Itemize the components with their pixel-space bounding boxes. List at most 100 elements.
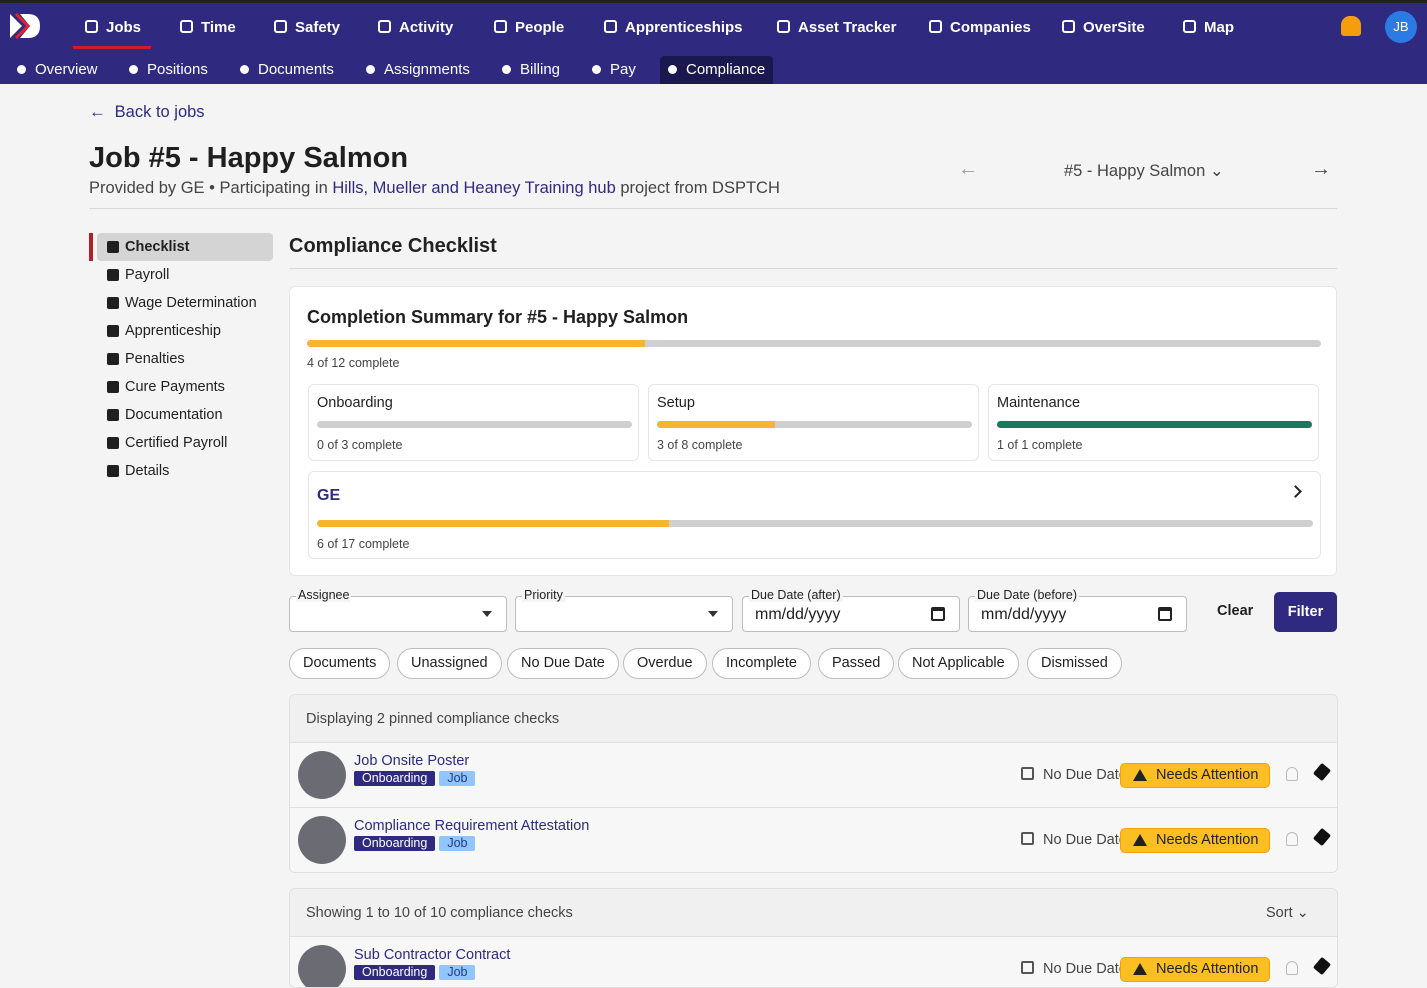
subnav-item[interactable]: Positions bbox=[121, 56, 216, 84]
nav-item[interactable]: Jobs bbox=[85, 19, 141, 36]
filter-chip[interactable]: Documents bbox=[289, 648, 391, 679]
pin-button[interactable] bbox=[1312, 827, 1332, 847]
due-before-input[interactable]: Due Date (before) mm/dd/yyyy bbox=[968, 588, 1187, 632]
nav-label[interactable]: Jobs bbox=[106, 19, 142, 36]
nav-label[interactable]: Apprenticeships bbox=[625, 19, 743, 36]
nav-label[interactable]: Safety bbox=[295, 19, 341, 36]
sidebar-item[interactable]: Certified Payroll bbox=[97, 429, 273, 457]
filter-chip[interactable]: No Due Date bbox=[507, 648, 619, 679]
nav-label[interactable]: Activity bbox=[399, 19, 454, 36]
sidebar-item[interactable]: Cure Payments bbox=[97, 373, 273, 401]
sidebar-item[interactable]: Wage Determination bbox=[97, 289, 273, 317]
filter-chip[interactable]: Incomplete bbox=[712, 648, 811, 679]
nav-item[interactable]: Apprenticeships bbox=[604, 19, 743, 36]
subnav-label[interactable]: Pay bbox=[610, 61, 636, 78]
notification-bell[interactable] bbox=[1341, 16, 1361, 36]
filter-chip[interactable]: Not Applicable bbox=[898, 648, 1019, 679]
subnav-item[interactable]: Billing bbox=[494, 56, 568, 84]
back-link[interactable]: ← Back to jobs bbox=[89, 103, 205, 121]
bell-button[interactable] bbox=[1286, 961, 1298, 975]
sidebar-label[interactable]: Cure Payments bbox=[125, 379, 225, 395]
subnav-item[interactable]: Compliance bbox=[660, 56, 774, 84]
company-card[interactable]: GE 6 of 17 complete bbox=[308, 471, 1321, 559]
progress-bar bbox=[317, 520, 1313, 527]
subnav-label[interactable]: Overview bbox=[35, 61, 98, 78]
prev-job[interactable]: ← bbox=[958, 158, 978, 180]
sidebar-label[interactable]: Checklist bbox=[125, 239, 190, 255]
subnav-item[interactable]: Assignments bbox=[358, 56, 478, 84]
filter-chip[interactable]: Passed bbox=[818, 648, 895, 679]
row-title[interactable]: Job Onsite Poster bbox=[354, 753, 470, 769]
nav-icon bbox=[1183, 20, 1196, 33]
sidebar-label[interactable]: Penalties bbox=[125, 351, 185, 367]
sort-label[interactable]: Sort bbox=[1266, 905, 1293, 921]
due-after-input[interactable]: Due Date (after) mm/dd/yyyy bbox=[742, 588, 960, 632]
sidebar-item[interactable]: Checklist bbox=[97, 233, 273, 261]
job-switcher[interactable]: #5 - Happy Salmon ⌄ bbox=[1064, 162, 1224, 180]
sidebar-label[interactable]: Payroll bbox=[125, 267, 170, 283]
warning-icon bbox=[1133, 834, 1147, 846]
nav-label[interactable]: Time bbox=[201, 19, 236, 36]
project-link[interactable]: Hills, Mueller and Heaney Training hub bbox=[332, 179, 616, 197]
subnav-label[interactable]: Billing bbox=[520, 61, 561, 78]
nav-item[interactable]: People bbox=[494, 19, 564, 36]
subnav-item[interactable]: Overview bbox=[9, 56, 106, 84]
sidebar-item[interactable]: Documentation bbox=[97, 401, 273, 429]
subnav-label[interactable]: Assignments bbox=[384, 61, 470, 78]
assignee-select[interactable]: Assignee bbox=[289, 588, 507, 632]
section-title: Compliance Checklist bbox=[289, 235, 497, 257]
nav-item[interactable]: Activity bbox=[378, 19, 453, 36]
caret bbox=[708, 611, 718, 617]
subnav-label[interactable]: Documents bbox=[258, 61, 334, 78]
nav-label[interactable]: People bbox=[515, 19, 565, 36]
subnav-item[interactable]: Documents bbox=[232, 56, 342, 84]
sidebar-label[interactable]: Details bbox=[125, 463, 170, 479]
check-row[interactable]: Job Onsite Poster Onboarding Job No Due Dat… bbox=[290, 743, 1337, 808]
sidebar-item[interactable]: Penalties bbox=[97, 345, 273, 373]
subnav-label[interactable]: Positions bbox=[147, 61, 208, 78]
sidebar-item[interactable]: Payroll bbox=[97, 261, 273, 289]
bell-button[interactable] bbox=[1286, 767, 1298, 781]
pin-button[interactable] bbox=[1312, 956, 1332, 976]
row-title[interactable]: Compliance Requirement Attestation bbox=[354, 818, 590, 834]
next-job[interactable]: → bbox=[1311, 158, 1331, 180]
sort-button[interactable]: Sort ⌄ bbox=[1266, 905, 1309, 921]
check-row[interactable]: Sub Contractor Contract Onboarding Job No D… bbox=[290, 937, 1337, 987]
sidebar-item[interactable]: Apprenticeship bbox=[97, 317, 273, 345]
filter-button[interactable]: Filter bbox=[1274, 592, 1337, 632]
filter-chip[interactable]: Dismissed bbox=[1027, 648, 1122, 679]
nav-label[interactable]: Companies bbox=[950, 19, 1031, 36]
nav-item[interactable]: Map bbox=[1183, 19, 1234, 36]
priority-select[interactable]: Priority bbox=[515, 588, 733, 632]
sidebar-item[interactable]: Details bbox=[97, 457, 273, 485]
row-tags: Onboarding Job bbox=[354, 771, 476, 786]
nav-item[interactable]: OverSite bbox=[1062, 19, 1145, 36]
sidebar-label[interactable]: Certified Payroll bbox=[125, 435, 228, 451]
filter-chip[interactable]: Overdue bbox=[623, 648, 707, 679]
job-switcher-text[interactable]: #5 - Happy Salmon bbox=[1064, 162, 1206, 180]
user-avatar[interactable]: JB bbox=[1385, 11, 1417, 43]
calendar-icon[interactable] bbox=[1158, 607, 1172, 621]
calendar-icon[interactable] bbox=[931, 607, 945, 621]
tag: Onboarding bbox=[354, 965, 436, 980]
logo[interactable] bbox=[8, 12, 42, 40]
bell-button[interactable] bbox=[1286, 832, 1298, 846]
check-row[interactable]: Compliance Requirement Attestation Onboar… bbox=[290, 808, 1337, 872]
row-title[interactable]: Sub Contractor Contract bbox=[354, 947, 511, 963]
subnav-label[interactable]: Compliance bbox=[686, 61, 766, 78]
nav-item[interactable]: Companies bbox=[929, 19, 1031, 36]
sidebar-label[interactable]: Apprenticeship bbox=[125, 323, 221, 339]
nav-label[interactable]: Asset Tracker bbox=[798, 19, 897, 36]
subnav-item[interactable]: Pay bbox=[584, 56, 644, 84]
sidebar-label[interactable]: Wage Determination bbox=[125, 295, 257, 311]
nav-item[interactable]: Time bbox=[180, 19, 236, 36]
filter-chip[interactable]: Unassigned bbox=[397, 648, 502, 679]
pin-button[interactable] bbox=[1312, 762, 1332, 782]
nav-item[interactable]: Safety bbox=[274, 19, 340, 36]
back-text[interactable]: Back to jobs bbox=[114, 103, 205, 121]
nav-item[interactable]: Asset Tracker bbox=[777, 19, 896, 36]
sidebar-label[interactable]: Documentation bbox=[125, 407, 223, 423]
nav-label[interactable]: OverSite bbox=[1083, 19, 1145, 36]
clear-button[interactable]: Clear bbox=[1217, 603, 1254, 619]
nav-label[interactable]: Map bbox=[1204, 19, 1234, 36]
